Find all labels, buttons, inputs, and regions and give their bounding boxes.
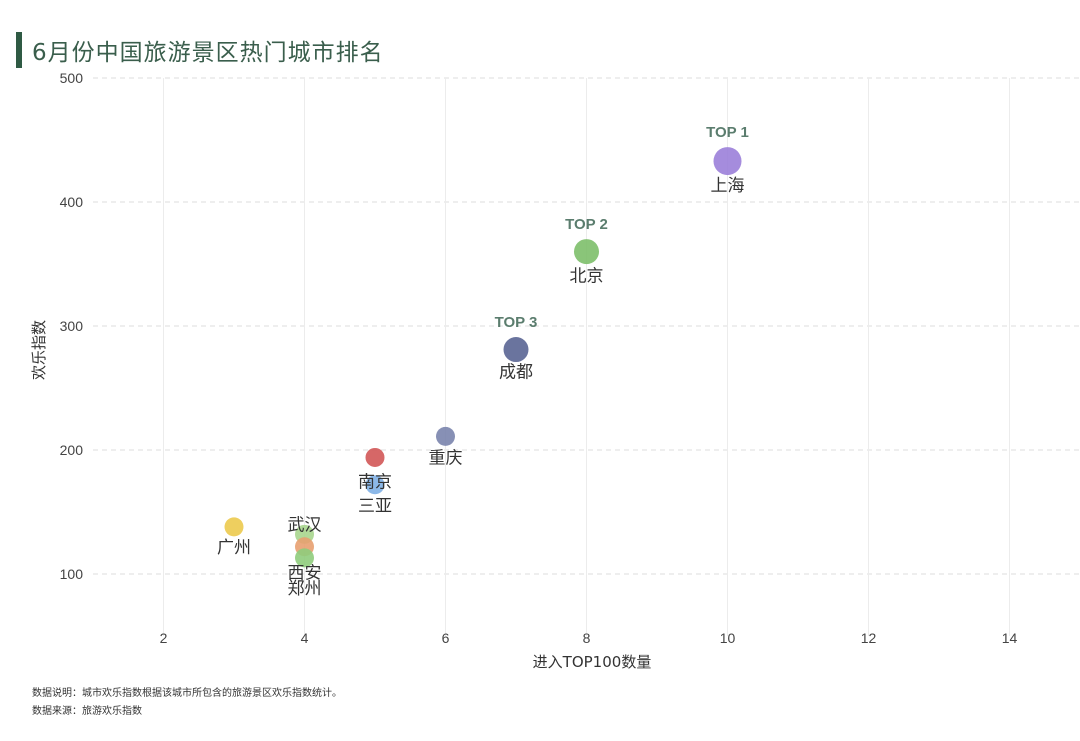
- y-tick-label: 500: [60, 70, 84, 86]
- axis-ticks: 100 200 300 400 500 2 4 6 8 10 12 14: [60, 70, 1018, 646]
- y-tick-label: 400: [60, 194, 84, 210]
- x-tick-label: 10: [720, 630, 736, 646]
- point-上海: [713, 147, 742, 176]
- city-label: 北京: [570, 267, 604, 287]
- x-tick-label: 8: [583, 630, 591, 646]
- data-description-note: 数据说明：城市欢乐指数根据该城市所包含的旅游景区欢乐指数统计。: [32, 688, 342, 699]
- rank-label: TOP 3: [495, 314, 538, 331]
- city-label: 郑州: [288, 579, 322, 599]
- city-label: 重庆: [429, 448, 463, 468]
- city-label: 上海: [711, 176, 745, 196]
- grid-lines: [93, 77, 1080, 636]
- data-source-note: 数据来源：旅游欢乐指数: [32, 706, 142, 717]
- city-label: 三亚: [358, 497, 392, 517]
- y-tick-label: 300: [60, 318, 84, 334]
- chart-title: 6月份中国旅游景区热门城市排名: [32, 40, 384, 66]
- x-tick-label: 14: [1002, 630, 1018, 646]
- point-郑州: [295, 548, 314, 568]
- scatter-chart: 100 200 300 400 500 2 4 6 8 10 12 14 上海 TOP 1 北京 TOP 2…: [30, 70, 1080, 671]
- city-label: 武汉: [288, 515, 322, 535]
- x-tick-label: 12: [861, 630, 877, 646]
- point-广州: [224, 517, 244, 537]
- title-accent-bar: [16, 32, 22, 68]
- city-label: 西安: [288, 564, 322, 584]
- point-南京: [365, 447, 385, 467]
- data-points: [224, 147, 742, 568]
- y-tick-label: 200: [60, 442, 84, 458]
- x-axis-title: 进入TOP100数量: [533, 653, 652, 671]
- city-label: 南京: [358, 472, 392, 492]
- rank-label: TOP 2: [565, 216, 608, 233]
- x-tick-label: 2: [160, 630, 168, 646]
- x-tick-label: 6: [442, 630, 450, 646]
- city-label: 广州: [217, 538, 251, 558]
- y-tick-label: 100: [60, 566, 84, 582]
- point-北京: [574, 239, 599, 265]
- point-三亚: [365, 475, 385, 495]
- rank-label: TOP 1: [706, 124, 749, 141]
- point-成都: [503, 337, 529, 363]
- city-label: 成都: [499, 363, 533, 383]
- y-axis-title: 欢乐指数: [30, 320, 48, 380]
- x-tick-label: 4: [301, 630, 309, 646]
- point-重庆: [436, 426, 455, 446]
